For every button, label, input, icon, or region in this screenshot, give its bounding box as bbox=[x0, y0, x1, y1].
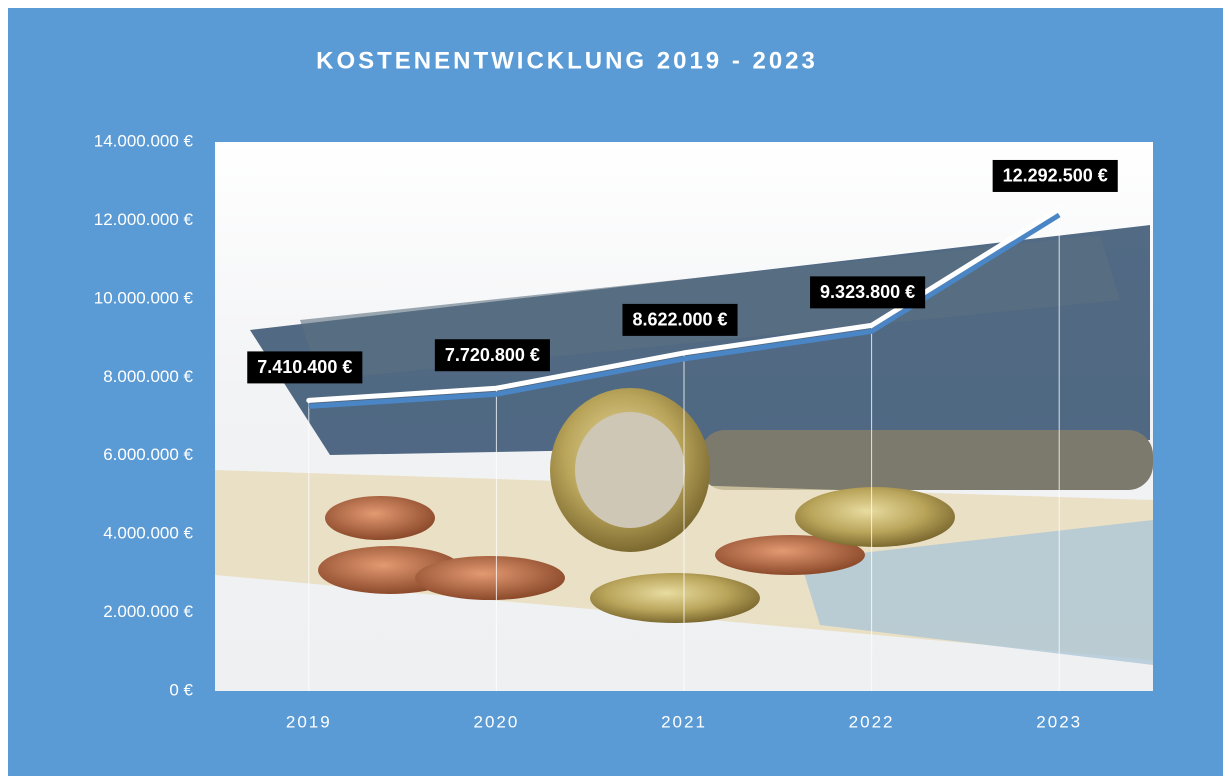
data-label-box bbox=[992, 159, 1118, 192]
y-tick-label: 4.000.000 € bbox=[103, 524, 193, 543]
data-label-box bbox=[247, 351, 363, 384]
y-tick-label: 8.000.000 € bbox=[103, 367, 193, 386]
x-tick-label: 2023 bbox=[1036, 712, 1082, 731]
y-tick-label: 14.000.000 € bbox=[94, 131, 194, 150]
data-label: 8.622.000 € bbox=[632, 310, 727, 330]
chart-title: KOSTENENTWICKLUNG 2019 - 2023 bbox=[316, 47, 818, 74]
y-tick-label: 12.000.000 € bbox=[94, 210, 194, 229]
y-tick-label: 6.000.000 € bbox=[103, 445, 193, 464]
x-tick-label: 2022 bbox=[849, 712, 895, 731]
data-label-box bbox=[810, 276, 926, 309]
data-label: 12.292.500 € bbox=[1003, 166, 1108, 186]
y-tick-label: 2.000.000 € bbox=[103, 602, 193, 621]
data-label: 9.323.800 € bbox=[820, 282, 915, 302]
x-tick-label: 2019 bbox=[286, 712, 332, 731]
data-label-box bbox=[622, 303, 738, 336]
data-label: 7.410.400 € bbox=[257, 357, 352, 377]
y-tick-label: 0 € bbox=[169, 680, 193, 699]
data-label: 7.720.800 € bbox=[445, 345, 540, 365]
y-tick-label: 10.000.000 € bbox=[94, 288, 194, 307]
line-shadow bbox=[308, 212, 1061, 409]
x-tick-label: 2020 bbox=[473, 712, 519, 731]
x-tick-label: 2021 bbox=[661, 712, 707, 731]
line bbox=[306, 206, 1062, 403]
data-label-box bbox=[434, 339, 550, 372]
